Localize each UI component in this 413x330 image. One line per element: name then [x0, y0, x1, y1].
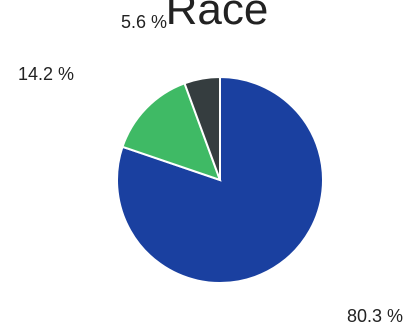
pie-slice-labels: 80.3 % 14.2 % 5.6 %: [18, 12, 403, 326]
pie-slice: [116, 75, 324, 284]
pie-slice: [183, 75, 221, 181]
slice-data-label: 14.2 %: [18, 64, 74, 84]
chart-title: Race: [166, 0, 269, 34]
slice-data-label: 80.3 %: [347, 306, 403, 326]
pie-slice: [121, 82, 222, 182]
slice-data-label: 5.6 %: [121, 12, 167, 32]
pie-slices: [116, 75, 324, 284]
